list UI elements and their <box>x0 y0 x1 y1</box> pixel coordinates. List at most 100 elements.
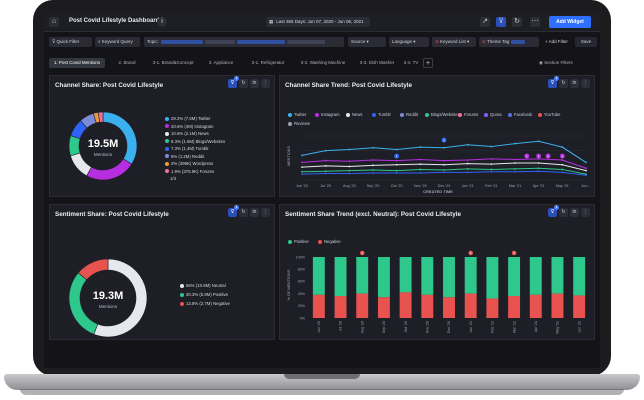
donut-slice-news[interactable] <box>70 152 92 177</box>
data-point[interactable] <box>585 174 587 177</box>
date-range-picker[interactable]: ▦ Last 365 Days: Jun 07, 2020 - Jun 06, 2… <box>266 17 370 27</box>
data-point[interactable] <box>301 161 303 164</box>
more-icon[interactable]: ⋮ <box>261 208 270 217</box>
data-point[interactable] <box>324 170 327 173</box>
data-point[interactable] <box>561 163 564 166</box>
bar-positive[interactable] <box>312 257 325 295</box>
data-point[interactable] <box>443 169 445 171</box>
filter-icon[interactable]: ⊽ 1 <box>228 76 239 88</box>
data-point[interactable] <box>443 146 445 149</box>
legend-item[interactable]: 8.3% (1.6M) Blogs/Websites <box>165 139 225 145</box>
bar-positive[interactable] <box>377 257 390 298</box>
legend-item[interactable]: 2% (399K) Wordpress <box>165 161 213 167</box>
bar-negative[interactable] <box>529 294 542 318</box>
legend-item[interactable]: 20.6% (4M) Instagram <box>165 124 214 130</box>
data-point[interactable] <box>585 169 587 172</box>
data-point[interactable] <box>490 168 493 171</box>
tab-appliance[interactable]: 3. Appliance <box>208 60 234 65</box>
add-tab-button[interactable]: + <box>423 58 433 68</box>
data-point[interactable] <box>514 142 516 145</box>
data-point[interactable] <box>443 159 445 162</box>
bar-negative[interactable] <box>486 298 499 318</box>
tab-brand-concept[interactable]: 3-1. Brand&Concept <box>152 60 194 65</box>
data-point[interactable] <box>419 163 422 166</box>
refresh-icon[interactable]: ↻ <box>512 17 522 27</box>
bar-negative[interactable] <box>377 297 390 318</box>
data-point[interactable] <box>466 167 469 170</box>
filter-icon[interactable]: ⊽ <box>496 17 506 27</box>
legend-item-blogs-websites[interactable]: Blogs/Websites <box>425 112 460 118</box>
donut-slice-forums[interactable] <box>97 111 104 123</box>
data-point[interactable] <box>585 167 587 170</box>
more-icon[interactable]: ⋯ <box>530 17 540 27</box>
home-icon[interactable]: ⌂ <box>49 17 59 27</box>
data-point[interactable] <box>419 172 422 174</box>
data-point[interactable] <box>466 171 469 174</box>
bar-positive[interactable] <box>486 257 499 299</box>
data-point[interactable] <box>537 170 540 173</box>
legend-item-tumblr[interactable]: Tumblr <box>372 112 391 118</box>
theme-tag-filter[interactable]: ⊘ Theme Tag <box>479 37 539 47</box>
data-point[interactable] <box>301 154 303 157</box>
data-point[interactable] <box>561 168 564 171</box>
refresh-icon[interactable]: ↻ <box>559 208 568 217</box>
data-point[interactable] <box>301 166 303 168</box>
data-point[interactable] <box>537 140 540 143</box>
data-point[interactable] <box>490 145 493 148</box>
filter-icon[interactable]: ⊽ 1 <box>548 76 559 88</box>
add-widget-button[interactable]: Add Widget <box>549 16 591 28</box>
bar-negative[interactable] <box>551 293 564 318</box>
bar-positive[interactable] <box>529 257 542 295</box>
legend-item[interactable]: 6% (1.2M) Reddit <box>165 154 204 160</box>
dashboard-title[interactable]: Post Covid Lifestyle Dashboard <box>69 18 160 24</box>
keyword-list-dropdown[interactable]: ⊘ Keyword List ▾ <box>432 37 476 47</box>
donut-slice-negative[interactable] <box>77 258 109 281</box>
data-point[interactable] <box>324 149 327 152</box>
refresh-icon[interactable]: ↻ <box>239 208 248 217</box>
bar-negative[interactable] <box>399 292 412 318</box>
save-button[interactable]: Save <box>575 37 597 47</box>
bar-negative[interactable] <box>443 297 455 318</box>
data-point[interactable] <box>372 146 374 149</box>
legend-item-forums[interactable]: Forums <box>458 112 478 118</box>
data-point[interactable] <box>372 172 374 174</box>
bar-positive[interactable] <box>356 257 369 294</box>
legend-item-youtube[interactable]: YouTube <box>538 112 560 118</box>
linkedin-icon[interactable]: in <box>570 79 579 88</box>
donut-slice-positive[interactable] <box>68 272 99 335</box>
legend-item[interactable]: 29.2% (7.6M) Twitter <box>165 116 211 122</box>
data-point[interactable] <box>348 172 351 175</box>
filter-icon[interactable]: ⊽ 1 <box>548 205 559 217</box>
data-point[interactable] <box>395 148 398 151</box>
data-point[interactable] <box>301 170 303 173</box>
bar-positive[interactable] <box>399 257 412 293</box>
data-point[interactable] <box>561 159 564 161</box>
bar-positive[interactable] <box>573 257 586 296</box>
annotation-marker[interactable] <box>545 153 551 159</box>
annotation-marker[interactable] <box>441 137 447 143</box>
legend-item-instagram[interactable]: Instagram <box>315 112 340 118</box>
legend-pager[interactable]: 1/3 <box>170 176 176 182</box>
info-icon[interactable]: i <box>157 17 167 27</box>
data-point[interactable] <box>348 148 351 151</box>
data-point[interactable] <box>490 163 493 166</box>
data-point[interactable] <box>490 170 493 173</box>
bar-positive[interactable] <box>421 257 434 295</box>
bar-negative[interactable] <box>312 294 325 318</box>
data-point[interactable] <box>443 163 445 166</box>
data-point[interactable] <box>301 173 303 176</box>
annotation-marker[interactable] <box>524 153 530 159</box>
bar-positive[interactable] <box>508 257 521 297</box>
data-point[interactable] <box>561 146 564 149</box>
legend-item[interactable]: 13.8% (2.7M) Negative <box>180 301 230 307</box>
annotation-marker[interactable] <box>359 250 365 256</box>
tab-brand[interactable]: 2. Brand <box>118 60 136 65</box>
bar-negative[interactable] <box>421 294 434 318</box>
filter-icon[interactable]: ⊽ 1 <box>228 205 239 217</box>
annotation-marker[interactable] <box>394 153 400 159</box>
keyword-query-button[interactable]: ⌕ Keyword Query <box>95 37 140 47</box>
legend-item-positive[interactable]: Positive <box>288 239 309 245</box>
legend-item-negative[interactable]: Negative <box>318 239 341 245</box>
refresh-icon[interactable]: ↻ <box>559 79 568 88</box>
bar-negative[interactable] <box>464 293 477 318</box>
